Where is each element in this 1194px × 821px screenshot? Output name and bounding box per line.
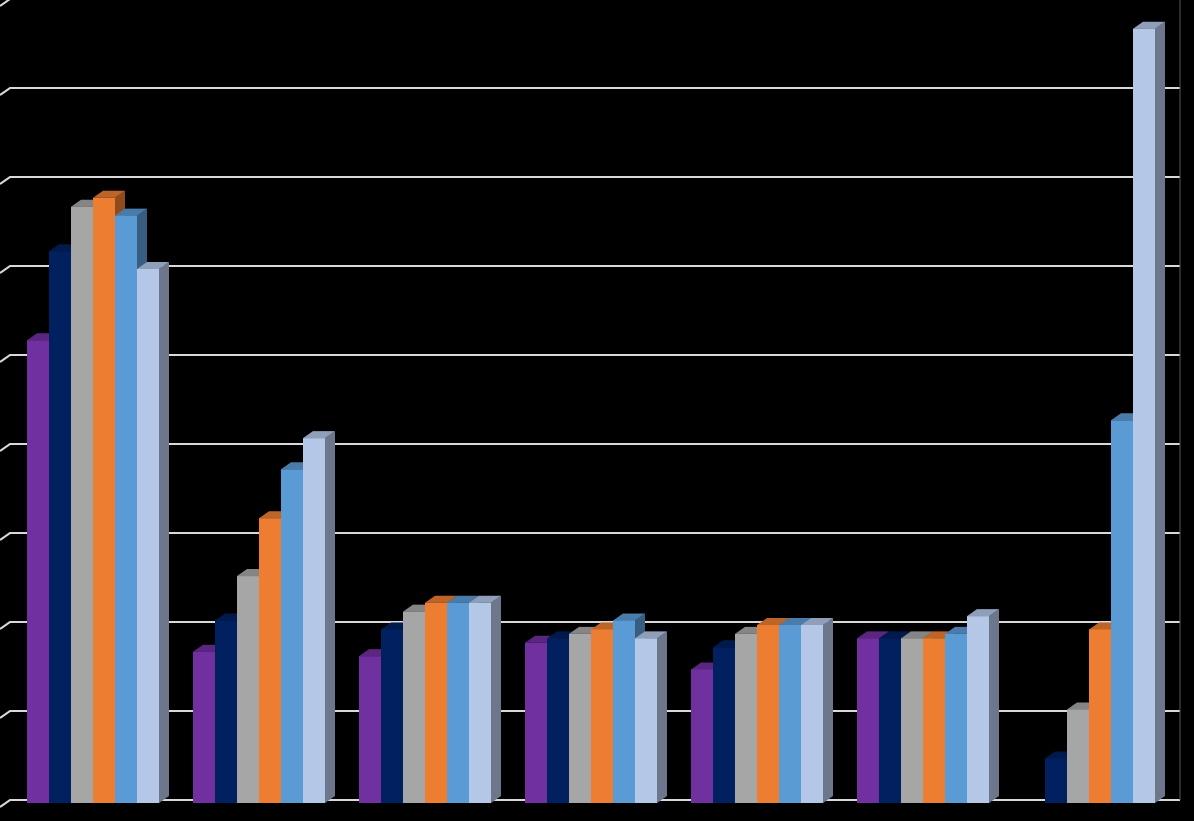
bar-front [967, 616, 989, 803]
gridline [0, 265, 1180, 274]
bar-front [193, 651, 215, 803]
bar-front [27, 340, 49, 803]
bar-top [901, 631, 933, 639]
bar-front [115, 215, 137, 804]
bar-front [613, 620, 635, 803]
bar [801, 618, 833, 803]
gridline [0, 532, 1180, 541]
bar-front [635, 638, 657, 803]
bar-top [1133, 21, 1165, 29]
bar-front [1111, 420, 1133, 803]
bar-top [779, 618, 811, 625]
bar [967, 609, 999, 803]
bar-front [691, 669, 713, 803]
bar-front [1045, 758, 1067, 803]
bar-front [237, 576, 259, 803]
gridline [0, 354, 1180, 363]
bar-top [879, 631, 911, 639]
bar-front [779, 625, 801, 803]
bar-side [1155, 21, 1165, 803]
bar-top [857, 631, 889, 639]
bar-top [967, 609, 999, 617]
bar [469, 595, 501, 803]
bar-top [757, 618, 789, 625]
bar-top [93, 190, 125, 198]
bar-front [757, 625, 779, 803]
gridline [0, 87, 1180, 96]
bar-front [71, 206, 93, 803]
bar-front [447, 602, 469, 803]
bar-front [49, 251, 71, 803]
bar-front [215, 620, 237, 803]
bar-front [1067, 709, 1089, 803]
bar-front [569, 633, 591, 803]
bar-front [735, 633, 757, 803]
gridline [0, 176, 1180, 185]
bar-front [137, 269, 159, 803]
bar-front [281, 469, 303, 803]
bar-front [923, 638, 945, 803]
bar-front [1133, 28, 1155, 803]
gridline [0, 443, 1180, 452]
bar-top [613, 613, 645, 621]
bar-front [945, 633, 967, 803]
gridlines [0, 0, 1181, 808]
bar-front [93, 197, 115, 804]
bar-front [403, 611, 425, 803]
bar-front [879, 638, 901, 803]
bar-top [635, 631, 667, 639]
bar-front [591, 629, 613, 803]
bar-front [469, 602, 491, 803]
bar-front [1089, 629, 1111, 803]
bar-side [325, 431, 335, 803]
bar-top [801, 618, 833, 625]
bar-side [989, 609, 999, 803]
bar [303, 431, 335, 803]
bar-side [159, 262, 169, 803]
bar [635, 631, 667, 803]
bar-front [259, 518, 281, 803]
bar-top [115, 208, 147, 216]
bar [137, 262, 169, 803]
bar-side [491, 595, 501, 803]
bar-front [901, 638, 923, 803]
bar-side [823, 618, 833, 803]
bar-front [801, 625, 823, 803]
bar-front [547, 638, 569, 803]
bar-top [137, 262, 169, 269]
bar [1133, 21, 1165, 803]
bar-front [525, 642, 547, 803]
bar-front [857, 638, 879, 803]
bar-front [359, 656, 381, 803]
gridline [0, 0, 1180, 7]
bars [27, 21, 1165, 804]
bar-top [303, 431, 335, 439]
bar-top [469, 595, 501, 603]
bar-front [303, 438, 325, 803]
bar-front [713, 647, 735, 803]
bar-front [425, 602, 447, 803]
bar-front [381, 629, 403, 803]
bar-side [657, 631, 667, 803]
bar-top [447, 595, 479, 603]
bar-top [425, 595, 457, 603]
